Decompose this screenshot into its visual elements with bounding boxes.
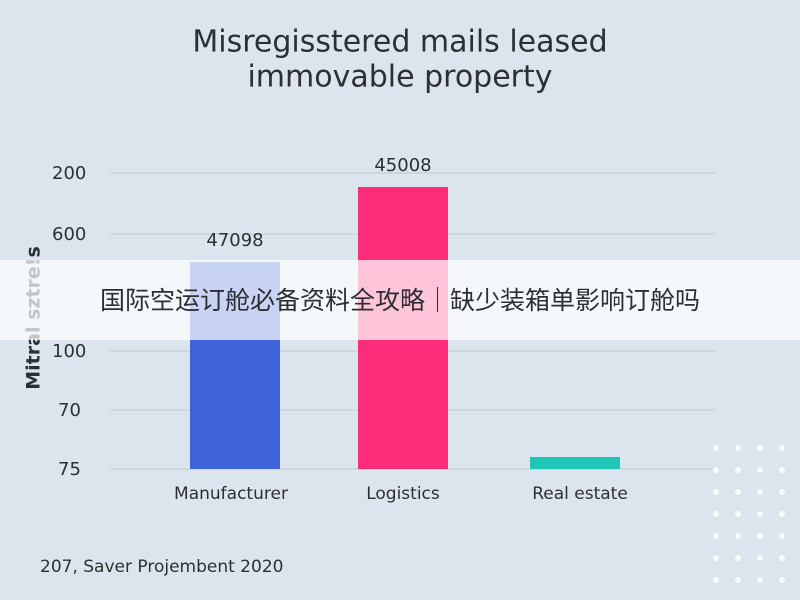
y-tick-label: 70 xyxy=(58,400,81,421)
title-line: Misregisstered mails leased xyxy=(192,25,607,60)
category-label: Real estate xyxy=(532,484,628,504)
dot xyxy=(757,555,763,561)
y-tick-label: 100 xyxy=(52,341,86,362)
dot xyxy=(713,577,719,583)
y-tick-label: 75 xyxy=(58,459,81,480)
dot xyxy=(713,467,719,473)
dot xyxy=(735,489,741,495)
dot xyxy=(735,577,741,583)
dot xyxy=(713,489,719,495)
dot xyxy=(757,511,763,517)
dot xyxy=(757,489,763,495)
dot xyxy=(779,467,785,473)
title-line: immovable property xyxy=(247,60,552,95)
dot xyxy=(779,577,785,583)
dot xyxy=(779,533,785,539)
dot xyxy=(735,467,741,473)
dot xyxy=(757,533,763,539)
dot xyxy=(713,533,719,539)
dot xyxy=(757,577,763,583)
dot xyxy=(735,555,741,561)
dot xyxy=(713,511,719,517)
dot xyxy=(713,445,719,451)
dot xyxy=(735,511,741,517)
category-label: Manufacturer xyxy=(174,484,288,504)
dot xyxy=(779,511,785,517)
category-label: Logistics xyxy=(366,484,440,504)
footer: 207, Saver Projembent 2020 xyxy=(40,557,283,577)
dot xyxy=(779,445,785,451)
banner-text: 国际空运订舱必备资料全攻略｜缺少装箱单影响订舱吗 xyxy=(100,286,700,315)
y-tick-label: 200 xyxy=(52,163,86,184)
dot xyxy=(779,555,785,561)
dot xyxy=(757,445,763,451)
bar-label: 45008 xyxy=(374,155,431,176)
bar-label: 47098 xyxy=(206,230,263,251)
dot xyxy=(779,489,785,495)
dot xyxy=(735,445,741,451)
dot xyxy=(735,533,741,539)
decoration-dots xyxy=(713,445,785,583)
dot xyxy=(757,467,763,473)
y-tick-label: 600 xyxy=(52,224,86,245)
banner xyxy=(0,260,800,340)
bar xyxy=(530,457,620,469)
dot xyxy=(713,555,719,561)
